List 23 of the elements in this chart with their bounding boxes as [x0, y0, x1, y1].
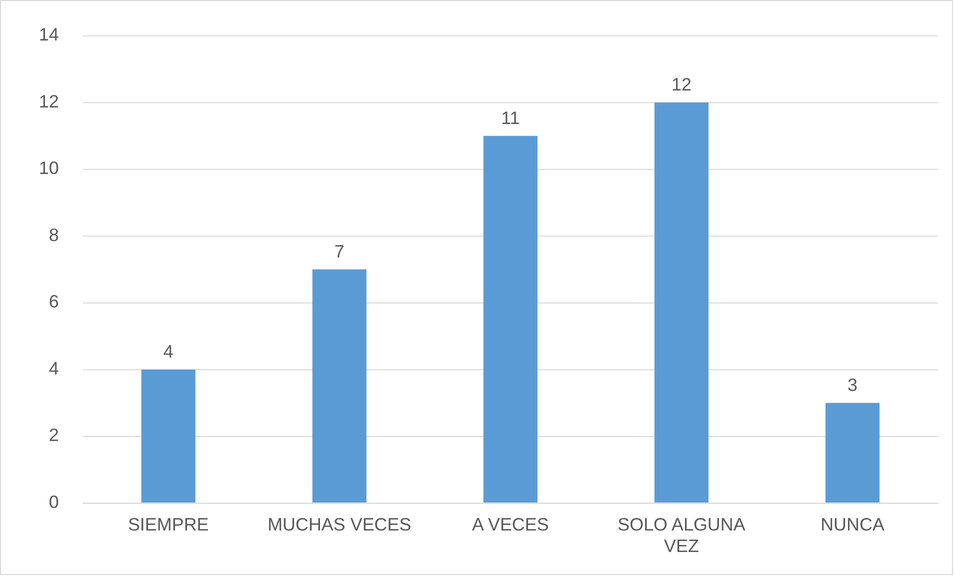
bar	[825, 402, 880, 503]
y-tick-label: 12	[38, 91, 59, 112]
y-tick-label: 2	[48, 425, 59, 446]
bar	[654, 102, 708, 503]
y-tick-label: 8	[48, 224, 59, 245]
data-label: 11	[501, 108, 520, 128]
y-tick-label: 10	[38, 158, 59, 178]
bar	[312, 269, 366, 503]
x-tick-label: NUNCA	[820, 514, 884, 535]
bar	[483, 136, 538, 503]
x-tick-label: MUCHAS VECES	[268, 514, 412, 535]
y-tick-label: 0	[48, 492, 59, 512]
bar	[141, 370, 196, 503]
x-tick-label: A VECES	[472, 514, 549, 535]
data-label: 4	[163, 342, 174, 362]
data-label: 7	[334, 241, 344, 262]
x-tick-label: SOLO ALGUNA VEZ	[618, 514, 746, 556]
y-tick-label: 4	[48, 358, 59, 378]
x-tick-label: SIEMPRE	[128, 514, 209, 535]
data-label: 3	[848, 374, 858, 395]
data-label: 12	[671, 74, 692, 94]
y-tick-label: 14	[38, 24, 59, 45]
y-tick-label: 6	[48, 292, 59, 312]
